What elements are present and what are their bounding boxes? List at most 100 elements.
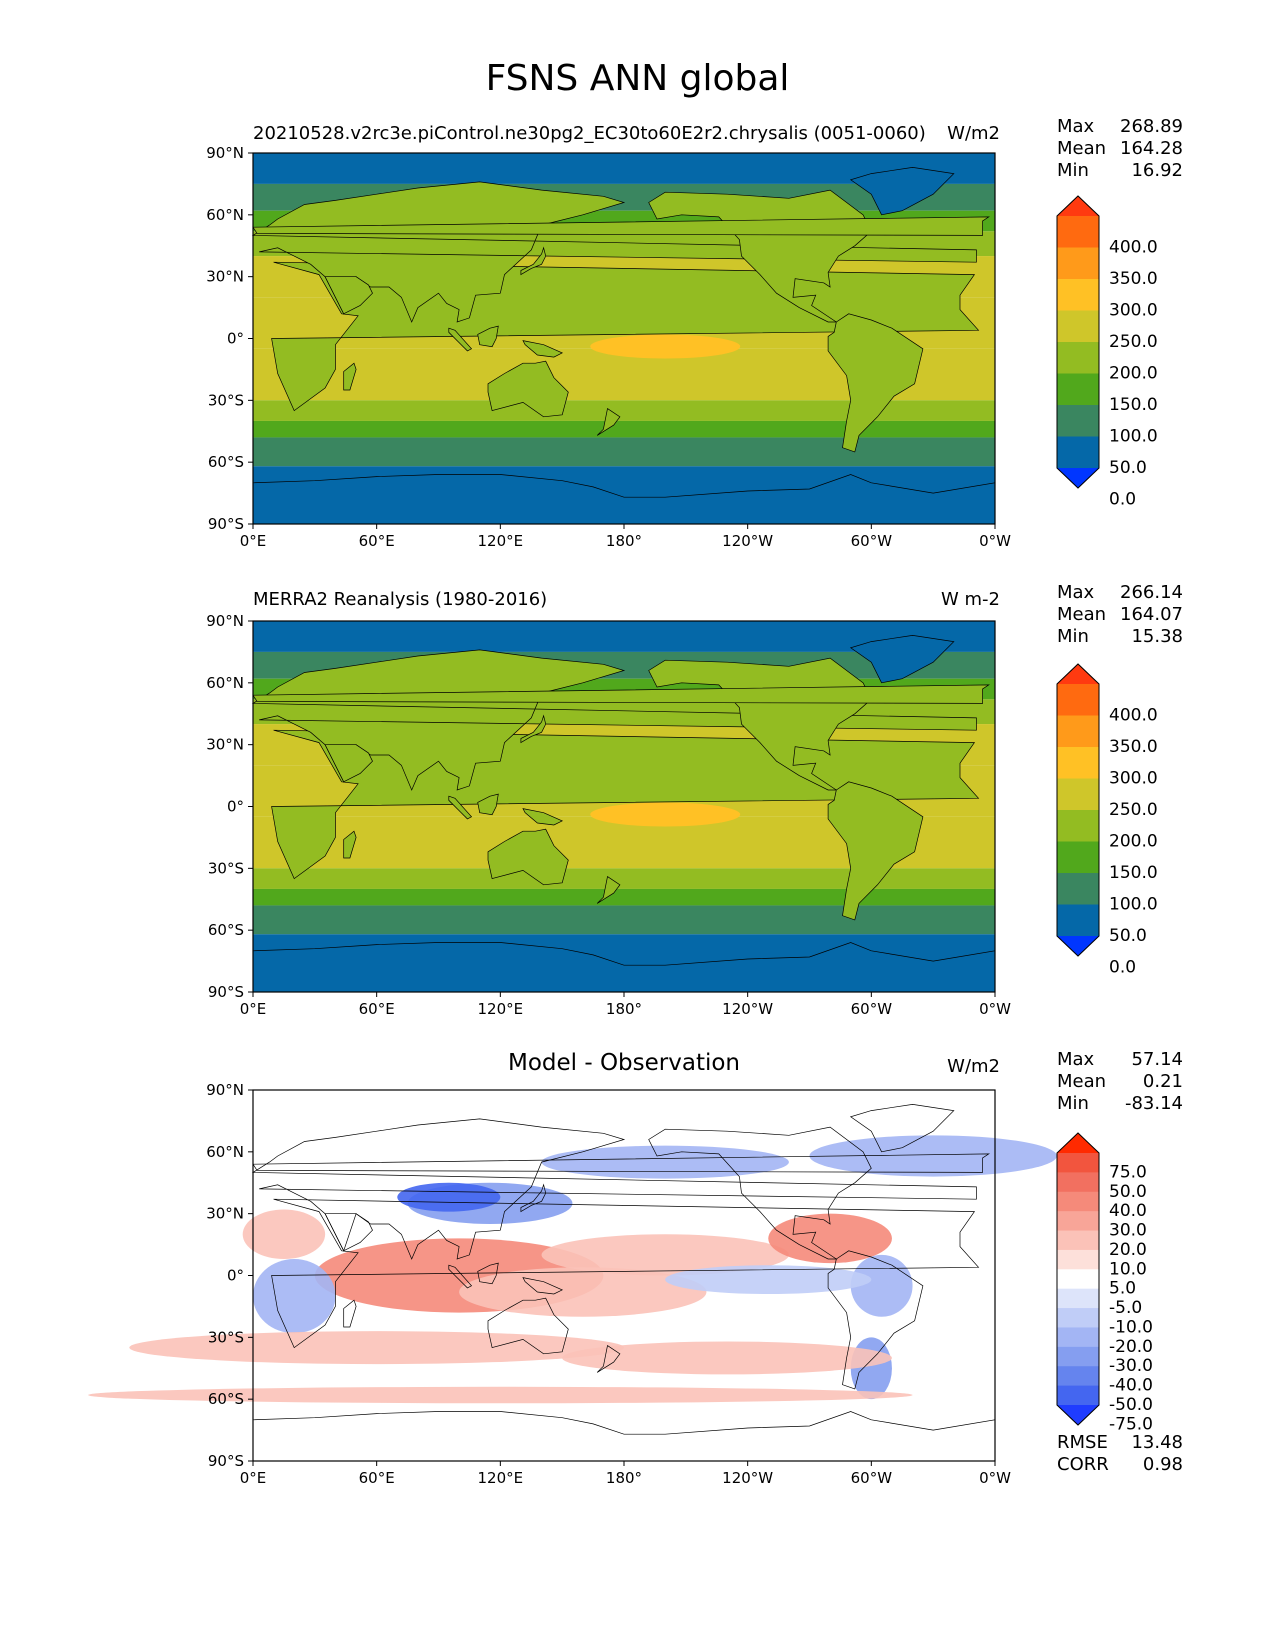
- colorbar-tick-label: 5.0: [1109, 1279, 1136, 1299]
- colorbar-segment: [1057, 216, 1099, 248]
- colorbar-segment: [1057, 1366, 1099, 1387]
- colorbar-segment: [1057, 1153, 1099, 1173]
- lat-tick-label: 90°S: [208, 983, 244, 1001]
- colorbar-segment: [1057, 373, 1099, 406]
- coastline-newzealand: [596, 876, 621, 904]
- colorbar-segment: [1057, 1269, 1099, 1290]
- lon-tick-label: 180°: [606, 532, 642, 550]
- field-band: [253, 905, 995, 935]
- diff-anomaly: [242, 1209, 326, 1260]
- lat-tick-label: 60°S: [208, 921, 244, 939]
- colorbar-outline: [1056, 663, 1100, 957]
- panel1-title: 20210528.v2rc3e.piControl.ne30pg2_EC30to…: [253, 123, 926, 144]
- lat-tick-label: 0°: [227, 798, 244, 816]
- map-panel-2: 90°N 60°N 30°N 0° 30°S 60°S 90°S0°E 60°E 120°E 18…: [206, 612, 1011, 1018]
- colorbar-segment: [1057, 1249, 1099, 1270]
- panel2-mean: 164.07: [1120, 604, 1183, 625]
- lon-tick-label: 0°E: [240, 1469, 267, 1487]
- panel3-min: -83.14: [1124, 1093, 1183, 1114]
- lat-tick-label: 30°N: [206, 1205, 244, 1223]
- diff-anomaly: [541, 1234, 789, 1276]
- colorbar-tick-label: 40.0: [1109, 1201, 1147, 1221]
- lon-tick-label: 60°E: [359, 532, 395, 550]
- coastline-uk: [252, 216, 990, 236]
- panel3-title: Model - Observation: [507, 1050, 741, 1076]
- colorbar-segment: [1057, 684, 1099, 716]
- panel3-max: 57.14: [1131, 1049, 1183, 1070]
- field-band: [253, 437, 995, 467]
- stat-label-mean: Mean: [1057, 138, 1107, 159]
- lon-tick-label: 60°E: [359, 1469, 395, 1487]
- coastline-samerica: [827, 313, 924, 453]
- panel1-stats: Max 268.89 Mean 164.28 Min 16.92: [1057, 116, 1183, 182]
- colorbar-tick-label: -10.0: [1109, 1317, 1153, 1337]
- colorbar-extend-max: [1057, 1133, 1099, 1153]
- coastline-greenland: [849, 167, 955, 216]
- coastline-newguinea: [522, 340, 564, 358]
- coastline-samerica: [827, 1250, 924, 1390]
- lon-tick-label: 120°W: [722, 1469, 773, 1487]
- coastline-australia: [487, 1297, 569, 1355]
- coastline-arabia: [324, 1213, 373, 1252]
- diff-anomaly: [562, 1341, 892, 1375]
- colorbar-tick-label: 300.0: [1109, 769, 1158, 789]
- panel3-rmse: 13.48: [1131, 1432, 1183, 1453]
- colorbar-segment: [1057, 1172, 1099, 1193]
- colorbar-extend-min: [1057, 936, 1099, 956]
- lat-tick-label: 90°N: [206, 144, 244, 162]
- lat-tick-label: 30°S: [208, 391, 244, 409]
- colorbar-segment: [1057, 247, 1099, 280]
- diff-anomaly: [459, 1267, 707, 1317]
- colorbar-segment: [1057, 778, 1099, 811]
- lon-tick-label: 120°W: [722, 532, 773, 550]
- colorbar-extend-max: [1057, 196, 1099, 216]
- colorbar-tick-label: 50.0: [1109, 926, 1147, 946]
- colorbar-segment: [1057, 310, 1099, 343]
- map-panel-3: 90°N 60°N 30°N 0° 30°S 60°S 90°S0°E 60°E 120°E 18…: [88, 1081, 1057, 1487]
- colorbar-segment: [1057, 279, 1099, 311]
- panel1-min: 16.92: [1131, 160, 1183, 181]
- lat-tick-label: 0°: [227, 330, 244, 348]
- lat-tick-label: 90°S: [208, 515, 244, 533]
- panel3-skill-stats: RMSE 13.48 CORR 0.98: [1057, 1432, 1183, 1475]
- colorbar-tick-label: 250.0: [1109, 800, 1158, 820]
- colorbar-segment: [1057, 715, 1099, 748]
- lat-tick-label: 60°S: [208, 453, 244, 471]
- colorbar-2: 400.0 350.0 300.0 250.0 200.0 150.0 100.0 50.0 0…: [1056, 663, 1158, 978]
- stat-label-max: Max: [1057, 116, 1095, 137]
- lat-tick-label: 90°N: [206, 1081, 244, 1099]
- colorbar-tick-label: -30.0: [1109, 1356, 1153, 1376]
- colorbar-tick-label: 100.0: [1109, 895, 1158, 915]
- panel3-mean: 0.21: [1142, 1071, 1183, 1092]
- coastline-newzealand: [596, 408, 621, 436]
- lat-tick-label: 60°N: [206, 674, 244, 692]
- coastline-newguinea: [522, 808, 564, 826]
- colorbar-segment: [1057, 1191, 1099, 1212]
- field-band: [253, 888, 995, 906]
- lon-tick-label: 0°E: [240, 1000, 267, 1018]
- colorbar-tick-label: 150.0: [1109, 863, 1158, 883]
- coastline-sumatra: [448, 1264, 473, 1289]
- coastline-sumatra: [448, 327, 473, 352]
- stat-label-min: Min: [1057, 160, 1089, 181]
- lon-tick-label: 0°E: [240, 532, 267, 550]
- colorbar-tick-label: 10.0: [1109, 1259, 1147, 1279]
- diff-anomaly: [397, 1182, 501, 1212]
- lat-tick-label: 0°: [227, 1267, 244, 1285]
- colorbar-tick-label: 50.0: [1109, 458, 1147, 478]
- lat-tick-label: 30°S: [208, 859, 244, 877]
- colorbar-segment: [1057, 1211, 1099, 1232]
- coastline-australia: [487, 360, 569, 418]
- colorbar-segment: [1057, 1327, 1099, 1348]
- coastline-arabia: [324, 744, 373, 783]
- coastline-arabia: [324, 276, 373, 315]
- lat-tick-label: 90°S: [208, 1452, 244, 1470]
- panel1-mean: 164.28: [1120, 138, 1183, 159]
- colorbar-segment: [1057, 810, 1099, 842]
- field-maximum-patch: [590, 334, 741, 359]
- colorbar-tick-label: 100.0: [1109, 427, 1158, 447]
- coastline-japan: [520, 1183, 547, 1213]
- colorbar-tick-label: 200.0: [1109, 832, 1158, 852]
- lat-tick-label: 90°N: [206, 612, 244, 630]
- colorbar-tick-label: -20.0: [1109, 1337, 1153, 1357]
